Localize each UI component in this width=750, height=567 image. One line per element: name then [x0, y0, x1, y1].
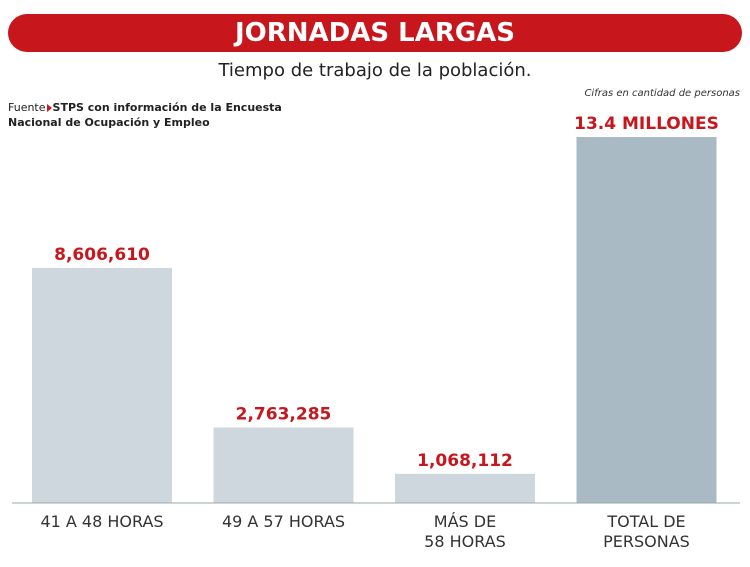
source-arrow	[46, 104, 52, 112]
x-tick-label: 49 A 57 HORAS	[221, 512, 346, 531]
bar	[576, 137, 717, 503]
bar	[32, 267, 172, 503]
x-tick-label: MÁS DE 58 HORAS	[424, 512, 506, 551]
source-text: STPS con información de la Encuesta Naci…	[8, 101, 282, 129]
bar	[395, 473, 535, 503]
value-label: 13.4 MILLONES	[574, 114, 719, 134]
x-tick-label: TOTAL DE PERSONAS	[603, 512, 690, 551]
chart-subtitle: Tiempo de trabajo de la población.	[218, 60, 532, 81]
value-label: 8,606,610	[54, 245, 150, 265]
value-label: 1,068,112	[417, 451, 513, 471]
bar	[213, 427, 354, 503]
note: Cifras en cantidad de personas	[584, 88, 740, 99]
source: Fuente STPS con información de la Encuest…	[8, 100, 282, 130]
x-tick-label: 41 A 48 HORAS	[40, 512, 164, 531]
chart-title: JORNADAS LARGAS	[8, 14, 742, 52]
value-label: 2,763,285	[236, 405, 332, 425]
source-label: Fuente	[8, 101, 46, 114]
